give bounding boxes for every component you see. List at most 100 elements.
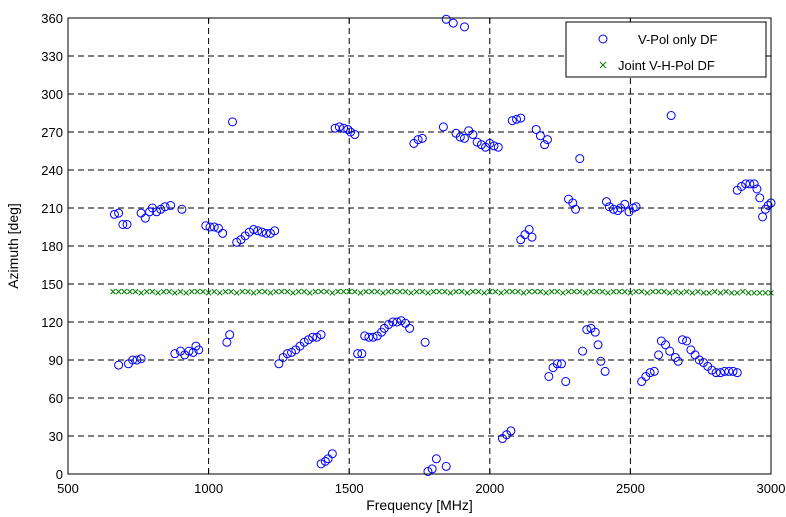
x-tick-label: 1000 [194,481,223,496]
data-point-joint [346,288,353,295]
data-point-v-pol [270,226,280,236]
data-point-joint [301,288,308,295]
data-point-v-pol [544,371,554,381]
data-point-joint [492,288,499,295]
data-point-joint [267,290,274,296]
data-point-joint [554,288,561,295]
data-point-v-pol [557,359,567,369]
data-point-joint [127,288,133,295]
y-tick-label: 30 [49,429,63,444]
data-point-joint [233,290,240,296]
data-point-v-pol [417,133,427,143]
data-point-v-pol [427,464,437,474]
data-point-joint [582,290,589,296]
data-point-v-pol [357,349,367,359]
data-point-joint [413,288,420,295]
data-point-v-pol [763,200,773,210]
data-point-joint [385,288,392,295]
data-point-joint [503,288,510,295]
y-tick-label: 300 [41,87,63,102]
data-point-joint [683,288,690,295]
data-point-v-pol [188,347,198,357]
data-point-v-pol [222,337,232,347]
y-tick-label: 60 [49,391,63,406]
data-point-joint [756,290,763,296]
data-point-v-pol [506,426,516,436]
data-point-v-pol [128,355,138,365]
data-point-joint [650,288,656,295]
data-point-joint [621,288,628,295]
data-point-joint [402,288,409,295]
data-point-joint [498,290,504,296]
data-point-v-pol [136,354,146,364]
data-point-joint [711,288,718,295]
data-point-joint [172,290,178,296]
data-point-joint [531,288,538,295]
data-point-joint [560,290,566,296]
data-point-v-pol [673,356,683,366]
data-point-v-pol [431,454,441,464]
data-point-joint [374,288,381,295]
data-point-joint [160,288,167,295]
data-point-joint [751,290,757,296]
data-point-v-pol [571,204,581,214]
data-point-v-pol [682,336,692,346]
data-point-v-pol [282,349,292,359]
data-point-v-pol [593,340,603,350]
data-point-joint [458,288,465,295]
data-point-joint [155,290,161,296]
data-point-v-pol [253,226,263,236]
x-tick-label: 2000 [475,481,504,496]
data-point-v-pol [170,349,180,359]
data-point-v-pol [596,356,606,366]
data-point-joint [638,288,645,295]
data-point-joint [571,288,578,295]
data-point-v-pol [512,114,522,124]
data-point-joint [740,288,746,295]
data-point-joint [261,288,268,295]
data-point-joint [430,288,437,295]
data-point-v-pol [327,449,337,459]
data-point-joint [323,288,330,295]
data-point-joint [318,288,324,295]
data-point-joint [565,288,572,295]
data-point-joint [222,288,229,295]
data-point-joint [672,288,679,295]
data-point-joint [627,290,634,296]
data-point-joint [425,290,431,296]
data-point-v-pol [542,135,552,145]
data-point-v-pol [334,122,344,132]
data-point-joint [368,288,375,295]
data-point-joint [408,290,414,296]
data-point-v-pol [507,116,517,126]
data-point-v-pol [552,359,562,369]
data-point-v-pol [209,222,219,232]
data-point-v-pol [228,117,238,127]
y-axis-label: Azimuth [deg] [5,203,21,289]
data-point-joint [273,288,279,295]
data-point-joint [188,288,195,295]
data-point-joint [335,288,341,295]
data-point-joint [610,288,617,295]
data-point-v-pol [535,131,545,141]
data-point-v-pol [516,113,526,123]
data-point-joint [419,288,426,295]
data-point-v-pol [561,377,571,387]
data-point-v-pol [388,317,398,327]
data-point-joint [290,290,296,296]
legend-marker-joint [599,61,607,69]
data-point-joint [239,288,246,295]
data-point-joint [700,290,707,296]
data-markers [109,14,776,476]
data-point-joint [717,290,724,296]
data-point-joint [616,288,623,295]
data-point-joint [599,288,606,295]
data-point-joint [183,290,189,296]
data-point-v-pol [568,198,578,208]
y-axis-ticks: 0 30 60 90 120 150 180 210 240 270 300 330 360 [41,11,771,482]
data-point-joint [605,290,611,296]
data-point-v-pol [441,14,451,24]
data-point-joint [470,288,476,295]
data-point-joint [588,288,594,295]
data-point-joint [526,288,533,295]
